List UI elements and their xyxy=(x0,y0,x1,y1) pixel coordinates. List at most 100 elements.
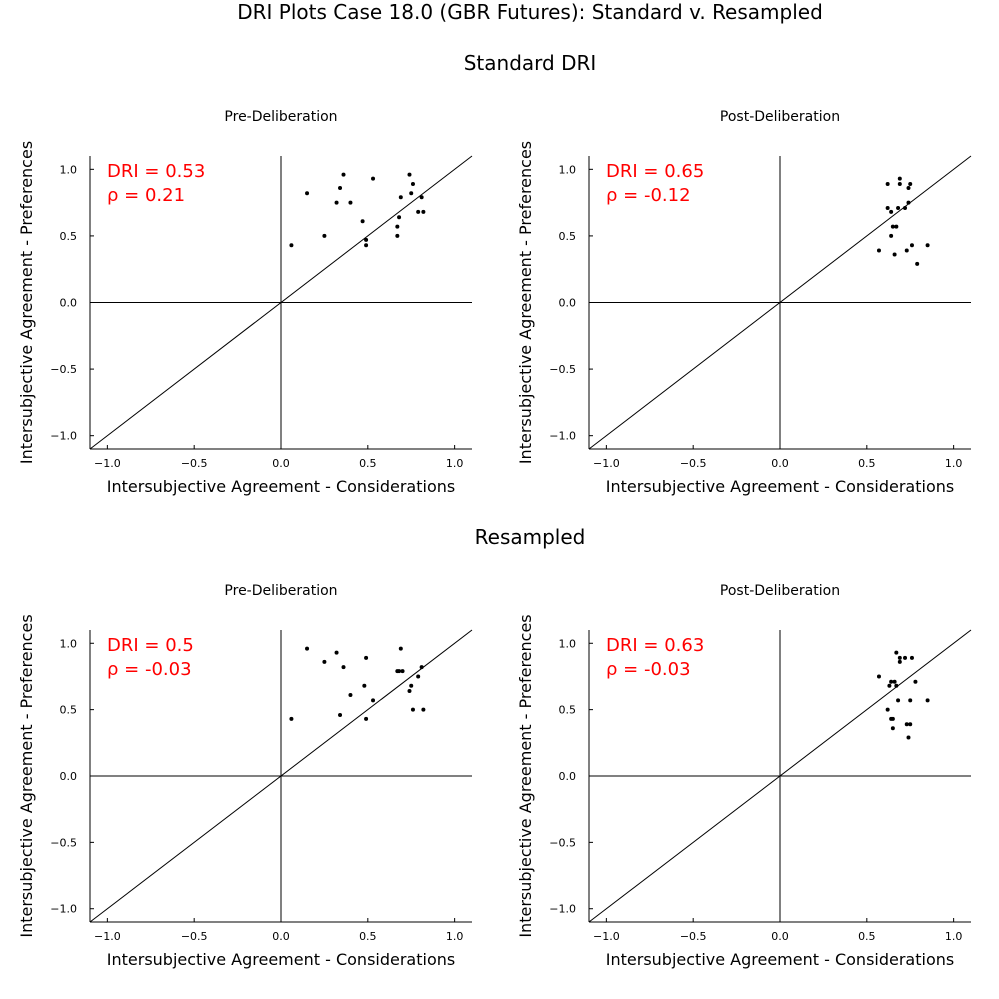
data-point xyxy=(885,181,890,186)
y-tick-label: 0.5 xyxy=(559,230,577,243)
y-tick-label: 0.5 xyxy=(60,230,78,243)
dri-annotation: DRI = 0.53 xyxy=(107,161,205,182)
data-point xyxy=(419,665,424,670)
data-point xyxy=(348,693,353,698)
x-axis-label: Intersubjective Agreement - Consideratio… xyxy=(606,950,954,969)
x-tick-label: 1.0 xyxy=(945,457,963,470)
data-point xyxy=(397,669,402,674)
x-tick-label: 1.0 xyxy=(945,930,963,943)
diagonal-line xyxy=(89,155,473,450)
data-point xyxy=(908,722,913,727)
data-point xyxy=(885,205,890,210)
rho-annotation: ρ = -0.03 xyxy=(606,659,691,680)
data-point xyxy=(395,233,400,238)
data-point xyxy=(925,698,930,703)
x-tick-label: 0.0 xyxy=(771,457,789,470)
data-point xyxy=(338,185,343,190)
data-point xyxy=(876,674,881,679)
data-point xyxy=(889,679,894,684)
data-point xyxy=(903,205,908,210)
y-tick-label: 0.0 xyxy=(60,770,78,783)
y-tick-label: −1.0 xyxy=(549,903,576,916)
panels: Pre-Deliberation −1.0 −0.5 0.0 0.5 1.0 −1.0 −0.… xyxy=(17,109,972,969)
panel-title: Post-Deliberation xyxy=(720,583,840,599)
data-point xyxy=(305,191,310,196)
data-point xyxy=(407,689,412,694)
x-tick-label: 0.5 xyxy=(858,457,876,470)
x-tick-label: 0.0 xyxy=(272,457,290,470)
data-point xyxy=(322,233,327,238)
data-point xyxy=(410,707,415,712)
x-tick-label: −1.0 xyxy=(593,930,620,943)
data-point xyxy=(909,655,914,660)
data-point xyxy=(892,679,897,684)
data-point xyxy=(904,722,909,727)
y-tick-label: −0.5 xyxy=(549,363,576,376)
x-tick-label: 0.5 xyxy=(359,930,377,943)
x-tick-label: −0.5 xyxy=(680,457,707,470)
data-point xyxy=(397,215,402,220)
y-tick-label: −1.0 xyxy=(50,903,77,916)
data-point xyxy=(889,209,894,214)
data-point xyxy=(887,683,892,688)
data-point xyxy=(894,224,899,229)
data-point xyxy=(364,716,369,721)
data-point xyxy=(890,224,895,229)
y-axis-label: Intersubjective Agreement - Preferences xyxy=(516,614,535,937)
data-point xyxy=(398,195,403,200)
data-point xyxy=(364,243,369,248)
x-tick-label: 0.5 xyxy=(359,457,377,470)
x-tick-label: −1.0 xyxy=(94,930,121,943)
data-point xyxy=(400,669,405,674)
scatter-panel-0: Pre-Deliberation −1.0 −0.5 0.0 0.5 1.0 −1.0 −0.… xyxy=(17,109,473,496)
y-axis-label: Intersubjective Agreement - Preferences xyxy=(17,141,36,464)
data-point xyxy=(334,200,339,205)
data-point xyxy=(885,707,890,712)
data-point xyxy=(364,237,369,242)
data-point xyxy=(398,646,403,651)
panel-title: Post-Deliberation xyxy=(720,109,840,125)
scatter-panel-1: Post-Deliberation −1.0 −0.5 0.0 0.5 1.0 −1.0 −0… xyxy=(516,109,972,496)
section-title-standard: Standard DRI xyxy=(464,51,597,75)
figure-title: DRI Plots Case 18.0 (GBR Futures): Stand… xyxy=(237,0,823,24)
x-tick-label: 1.0 xyxy=(446,457,464,470)
data-point xyxy=(889,233,894,238)
data-point xyxy=(360,219,365,224)
data-point xyxy=(341,172,346,177)
y-tick-label: 0.5 xyxy=(60,704,78,717)
scatter-panel-2: Pre-Deliberation −1.0 −0.5 0.0 0.5 1.0 −1.0 −0.… xyxy=(17,583,473,969)
x-tick-label: −1.0 xyxy=(94,457,121,470)
data-point xyxy=(925,243,930,248)
x-tick-label: −1.0 xyxy=(593,457,620,470)
data-point xyxy=(906,200,911,205)
rho-annotation: ρ = -0.03 xyxy=(107,659,192,680)
x-tick-label: 0.5 xyxy=(858,930,876,943)
data-point xyxy=(409,683,414,688)
data-point xyxy=(421,707,426,712)
diagonal-line xyxy=(588,629,972,923)
y-tick-label: −0.5 xyxy=(549,836,576,849)
y-axis-label: Intersubjective Agreement - Preferences xyxy=(516,141,535,464)
x-axis-label: Intersubjective Agreement - Consideratio… xyxy=(107,950,455,969)
data-point xyxy=(341,665,346,670)
data-point xyxy=(338,712,343,717)
data-point xyxy=(896,698,901,703)
data-point xyxy=(897,176,902,181)
panel-title: Pre-Deliberation xyxy=(224,109,337,125)
data-point xyxy=(903,655,908,660)
data-point xyxy=(362,683,367,688)
data-point xyxy=(897,659,902,664)
data-point xyxy=(371,176,376,181)
x-axis-label: Intersubjective Agreement - Consideratio… xyxy=(606,477,954,496)
data-point xyxy=(410,181,415,186)
y-axis-label: Intersubjective Agreement - Preferences xyxy=(17,614,36,937)
data-point xyxy=(906,185,911,190)
data-point xyxy=(908,698,913,703)
y-tick-label: 0.5 xyxy=(559,704,577,717)
x-tick-label: −0.5 xyxy=(181,930,208,943)
diagonal-line xyxy=(89,629,473,923)
dri-annotation: DRI = 0.63 xyxy=(606,635,704,656)
data-point xyxy=(896,205,901,210)
dri-annotation: DRI = 0.65 xyxy=(606,161,704,182)
